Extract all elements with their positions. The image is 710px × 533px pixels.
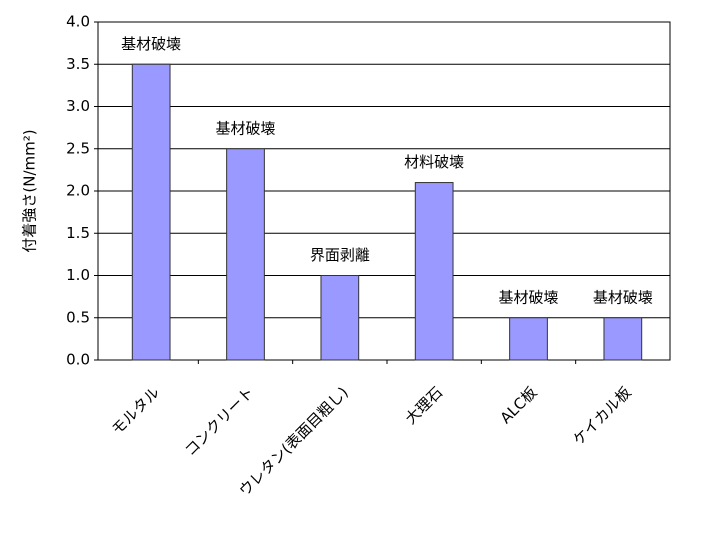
bar-annotation: 材料破壊 [404,153,464,171]
y-tick-label: 4.0 [66,13,90,31]
y-axis-label: 付着強さ(N/mm²) [21,129,39,252]
bar-annotation: 基材破壊 [498,288,558,306]
bar-annotation: 基材破壊 [593,288,653,306]
y-tick-label: 1.0 [66,266,90,284]
y-tick-label: 2.5 [66,139,90,157]
y-tick-label: 0.5 [66,308,90,326]
bar [226,148,265,361]
x-tick-label: 大理石 [402,383,447,428]
bar-annotation: 基材破壊 [215,119,275,137]
y-tick-label: 2.0 [66,182,90,200]
bar [131,63,171,361]
bar-annotation: 基材破壊 [121,35,181,53]
bar [320,275,360,361]
y-tick-label: 3.0 [66,97,90,115]
bar-annotation: 界面剥離 [310,246,370,264]
bar [414,182,454,361]
y-tick-label: 3.5 [66,55,90,73]
y-tick-label: 0.0 [66,351,90,369]
bar [509,317,548,361]
x-tick-label: モルタル [108,383,163,438]
x-tick-label: コンクリート [181,383,257,459]
x-tick-label: ケイカル板 [569,383,635,449]
x-tick-label: ALC板 [497,383,541,427]
bar [603,317,643,361]
y-tick-label: 1.5 [66,224,90,242]
x-tick-label: ウレタン(表面目粗し) [235,383,351,499]
